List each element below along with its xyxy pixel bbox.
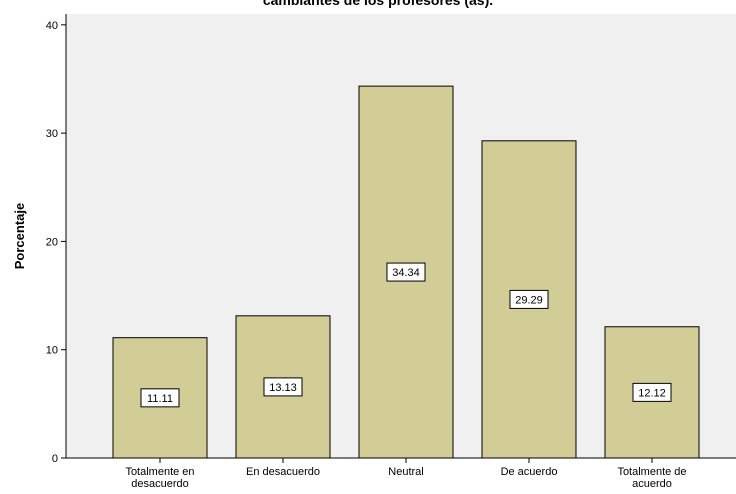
data-label: 11.11 [147, 393, 173, 405]
y-axis-label: Porcentaje [12, 203, 27, 269]
data-label: 12.12 [638, 387, 666, 399]
data-label-box [140, 388, 180, 408]
y-tick-label: 20 [46, 236, 58, 248]
data-label-box [386, 262, 426, 282]
y-tick-label: 0 [52, 453, 58, 465]
y-tick-label: 30 [46, 128, 58, 140]
data-label: 13.13 [269, 382, 297, 394]
x-tick-label: Totalmente de [617, 466, 686, 478]
x-tick-label: acuerdo [632, 478, 672, 490]
data-label: 34.34 [392, 267, 420, 279]
y-tick-label: 10 [46, 345, 58, 357]
data-label: 29.29 [515, 294, 543, 306]
chart-title: cambiantes de los profesores (as). [263, 0, 493, 8]
x-tick-label: desacuerdo [131, 478, 189, 490]
y-tick-label: 40 [46, 20, 58, 32]
bars [112, 85, 700, 459]
data-label-box [632, 382, 672, 402]
x-tick-label: De acuerdo [501, 466, 558, 478]
data-label-box [509, 289, 549, 309]
data-label-box [263, 377, 303, 397]
x-tick-label: En desacuerdo [246, 466, 320, 478]
x-tick-label: Neutral [388, 466, 423, 478]
data-labels: 11.11 13.13 34.34 29.29 12.12 [140, 262, 672, 408]
x-tick-label: Totalmente en [125, 466, 194, 478]
